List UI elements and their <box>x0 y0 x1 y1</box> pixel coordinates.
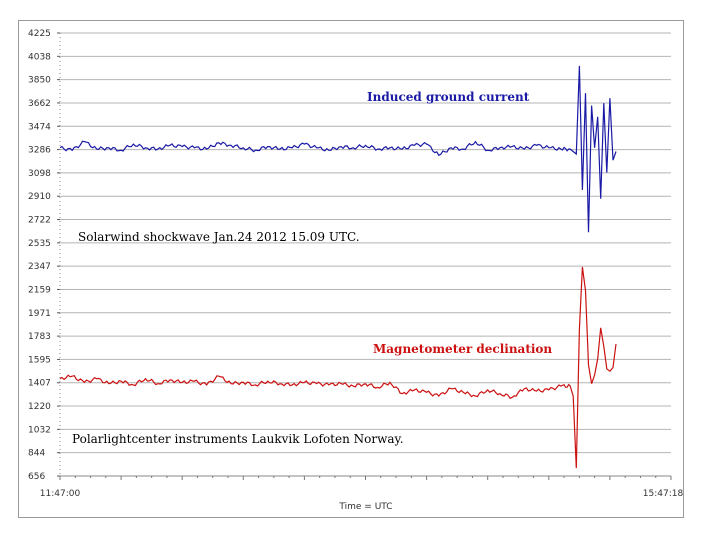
y-tick-label: 1971 <box>28 309 51 319</box>
y-tick-label: 2535 <box>28 239 51 249</box>
annotation-shock: Solarwind shockwave Jan.24 2012 15.09 UT… <box>78 230 360 244</box>
y-tick-label: 2159 <box>28 285 51 295</box>
x-axis: 11:47:00 15:47:18 <box>40 475 684 499</box>
annotation-center: Polarlightcenter instruments Laukvik Lof… <box>72 432 404 446</box>
x-tick-label-start: 11:47:00 <box>40 489 81 499</box>
y-tick-label: 3850 <box>28 76 51 86</box>
series-line-magnetometer <box>59 266 617 469</box>
series-line-ground-current <box>59 65 617 233</box>
series-layer <box>59 65 617 469</box>
y-tick-label: 1595 <box>28 355 51 365</box>
y-tick-label: 2910 <box>28 192 51 202</box>
y-tick-label: 844 <box>28 449 45 459</box>
y-tick-label: 3098 <box>28 169 51 179</box>
y-tick-label: 1032 <box>28 425 51 435</box>
x-tick-label-end: 15:47:18 <box>643 489 684 499</box>
y-tick-label: 3662 <box>28 99 51 109</box>
y-axis: 4225 4038 3850 3662 3474 3286 3098 2910 2722 2535… <box>28 29 61 482</box>
y-tick-label: 1220 <box>28 402 51 412</box>
y-tick-label: 4225 <box>28 29 51 39</box>
y-tick-label: 3286 <box>28 146 51 156</box>
chart-frame: 4225 4038 3850 3662 3474 3286 3098 2910 2722 2535… <box>18 20 684 518</box>
chart-svg: 4225 4038 3850 3662 3474 3286 3098 2910 2722 2535… <box>18 20 684 518</box>
y-tick-label: 1783 <box>28 332 51 342</box>
y-tick-label: 3474 <box>28 122 51 132</box>
y-tick-label: 656 <box>28 472 45 482</box>
y-tick-label: 1407 <box>28 379 51 389</box>
y-tick-label: 2347 <box>28 262 51 272</box>
annotations-layer: Induced ground current Solarwind shockwav… <box>72 90 552 446</box>
annotation-mag: Magnetometer declination <box>373 342 552 356</box>
annotation-ground: Induced ground current <box>367 90 530 104</box>
y-tick-label: 4038 <box>28 52 51 62</box>
y-tick-label: 2722 <box>28 216 51 226</box>
x-axis-title: Time = UTC <box>338 502 392 512</box>
